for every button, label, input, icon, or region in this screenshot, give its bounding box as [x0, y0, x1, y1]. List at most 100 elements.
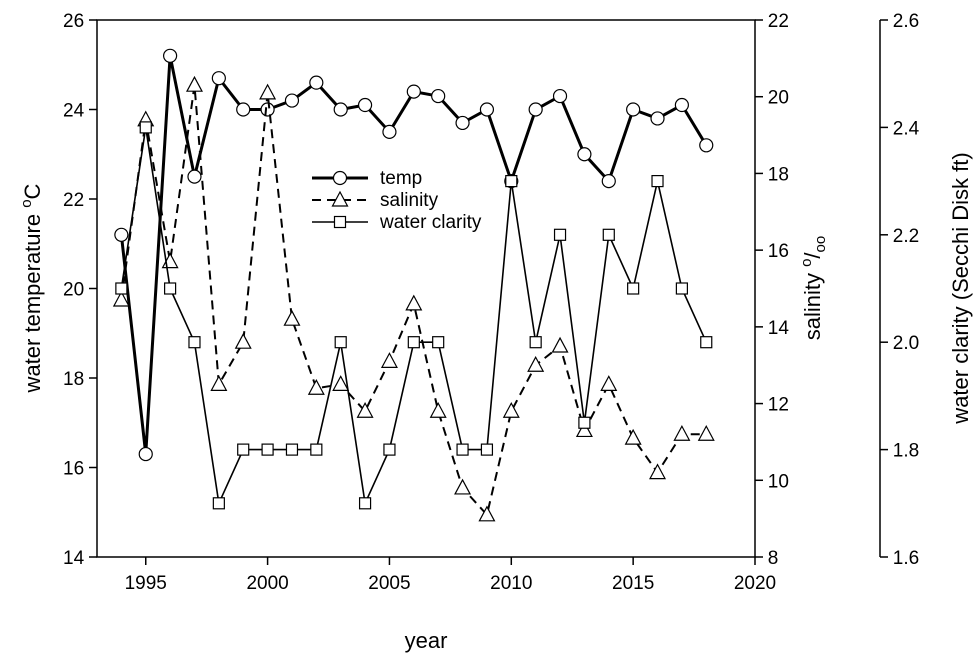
legend-label: temp	[380, 168, 422, 189]
marker	[236, 102, 251, 117]
marker	[432, 336, 445, 349]
marker	[210, 375, 228, 391]
marker	[480, 443, 494, 456]
marker	[285, 443, 299, 456]
y3-tick-label: 2.4	[893, 118, 920, 139]
marker	[627, 282, 640, 295]
marker	[331, 190, 349, 207]
marker	[456, 443, 469, 456]
y3-tick-label: 2.0	[893, 333, 919, 354]
marker	[383, 443, 396, 456]
marker	[697, 424, 715, 441]
marker	[502, 401, 520, 418]
marker	[332, 375, 350, 391]
marker	[429, 401, 447, 418]
marker	[139, 121, 152, 134]
x-axis-label: year	[405, 628, 448, 653]
marker	[600, 375, 618, 391]
marker	[284, 93, 300, 108]
marker	[211, 71, 226, 86]
marker	[164, 282, 177, 295]
marker	[358, 497, 372, 510]
marker	[407, 336, 420, 349]
marker	[237, 443, 250, 456]
marker	[577, 147, 592, 162]
y2-tick-label: 10	[768, 471, 789, 492]
y-tick-label: 16	[63, 459, 84, 480]
y-tick-label: 18	[63, 369, 84, 390]
marker	[112, 290, 130, 307]
y3-tick-label: 1.8	[893, 441, 919, 462]
y-tick-label: 22	[63, 190, 84, 211]
marker	[700, 336, 713, 349]
marker	[626, 102, 641, 117]
marker	[528, 102, 543, 117]
marker	[527, 355, 545, 372]
marker	[138, 446, 153, 462]
marker	[261, 443, 274, 456]
y2-tick-label: 18	[768, 164, 789, 185]
ylabel-label-part: o	[18, 199, 35, 207]
y2label-label-part: /	[800, 252, 825, 259]
y3-axis-label: water clarity (Secchi Disk ft)	[948, 152, 973, 424]
marker	[575, 421, 593, 438]
marker	[431, 88, 446, 104]
marker	[187, 169, 202, 184]
y-tick-label: 14	[63, 548, 85, 569]
x-tick-label: 2005	[368, 573, 410, 594]
y3-tick-label: 2.6	[893, 11, 919, 32]
marker	[185, 75, 203, 92]
marker	[553, 228, 567, 241]
y2-tick-label: 20	[768, 88, 789, 109]
y-tick-label: 20	[63, 280, 84, 301]
y2label-label-part: oo	[812, 236, 829, 253]
marker	[479, 102, 495, 117]
marker	[478, 505, 496, 522]
marker	[529, 336, 542, 349]
y2-tick-label: 8	[768, 548, 779, 569]
marker	[505, 175, 518, 188]
marker	[234, 332, 252, 349]
legend-label: water clarity	[379, 212, 482, 233]
x-tick-label: 2015	[612, 573, 654, 594]
marker	[333, 102, 348, 117]
marker	[115, 282, 128, 295]
marker	[380, 352, 398, 368]
marker	[163, 48, 178, 63]
marker	[310, 443, 323, 456]
marker	[333, 215, 347, 229]
ylabel-label-part: C	[20, 183, 45, 199]
y2label-axis-label: salinity o/oo	[798, 236, 829, 341]
marker	[673, 424, 691, 441]
y2-tick-label: 16	[768, 241, 789, 262]
marker	[578, 416, 591, 429]
marker	[650, 111, 665, 126]
marker	[552, 88, 568, 104]
marker	[260, 102, 275, 117]
marker	[551, 336, 569, 353]
marker	[699, 138, 714, 153]
y2-tick-label: 22	[768, 11, 789, 32]
marker	[283, 309, 301, 326]
marker	[601, 174, 616, 189]
ylabel-label-part: water temperature	[20, 208, 45, 394]
y3-tick-label: 1.6	[893, 548, 919, 569]
marker	[624, 428, 642, 445]
marker	[334, 336, 347, 349]
marker	[188, 336, 201, 349]
x-tick-label: 2020	[734, 573, 776, 594]
marker	[357, 97, 373, 113]
marker	[356, 401, 374, 418]
marker	[455, 115, 470, 131]
ylabel-axis-label: water temperature oC	[18, 183, 45, 393]
marker	[332, 170, 348, 186]
y-tick-label: 24	[63, 101, 85, 122]
legend-label: salinity	[380, 190, 439, 211]
x-tick-label: 2000	[246, 573, 288, 594]
x-tick-label: 1995	[125, 573, 167, 594]
marker	[259, 83, 277, 100]
y-tick-label: 26	[63, 11, 84, 32]
marker	[406, 84, 421, 99]
marker	[309, 75, 324, 90]
